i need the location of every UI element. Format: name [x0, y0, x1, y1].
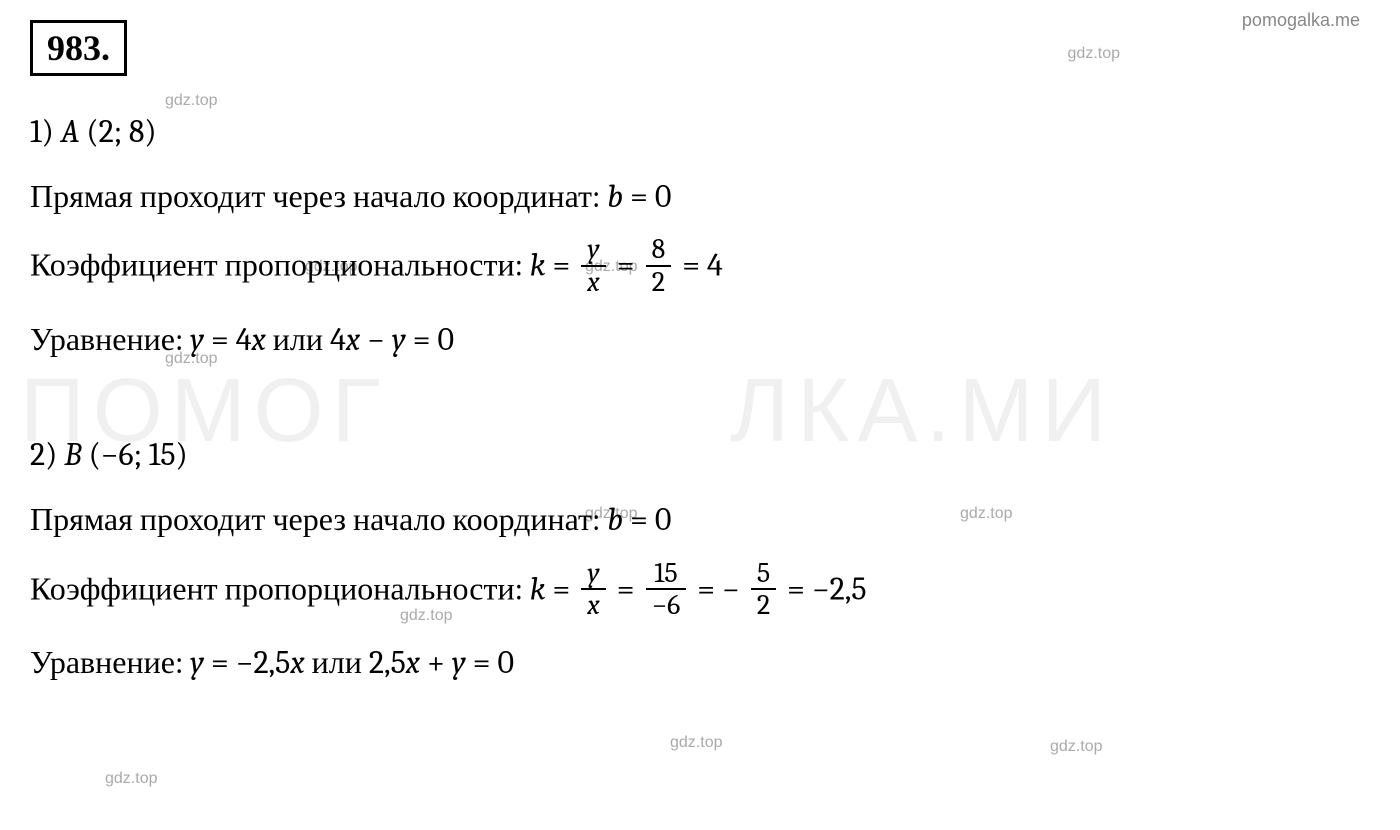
part1-coef: Коэффициент пропорциональности: k = yx =…	[30, 236, 1370, 300]
part1-frac2-den: 2	[646, 267, 672, 298]
part1-eq-or: или	[266, 321, 330, 358]
part1-eq-x: x	[251, 321, 265, 358]
part1-equation: Уравнение: y = 4x или 4x − y = 0	[30, 314, 1370, 365]
part2-coef-var: k	[530, 570, 546, 607]
part2-coef: Коэффициент пропорциональности: k = yx =…	[30, 560, 1370, 624]
part1-eq2-a: 4	[330, 321, 346, 358]
part2-point-label: 2)	[30, 436, 64, 473]
part1-eq2-y: y	[392, 321, 406, 358]
part2-frac3-num: 5	[751, 558, 776, 591]
part1-frac1: yx	[581, 234, 606, 298]
part1-point-label: 1)	[30, 113, 61, 150]
part2-point-coords: (−6; 15)	[82, 436, 188, 473]
part1-origin: Прямая проходит через начало координат: …	[30, 171, 1370, 222]
part1-frac1-num: y	[581, 234, 606, 267]
solution-content: 983. 1) A (2; 8) Прямая проходит через н…	[30, 20, 1370, 688]
part1-origin-rhs: = 0	[623, 178, 671, 215]
part2-point-var: B	[64, 436, 81, 473]
part1-frac1-den: x	[581, 267, 606, 298]
part2-frac2-num: 15	[646, 558, 687, 591]
part2-eq2-x: x	[406, 644, 420, 681]
part2-eq2-b: +	[420, 644, 452, 681]
part1-point: 1) A (2; 8)	[30, 106, 1370, 157]
part1-coef-eq2: =	[610, 247, 642, 284]
part2-frac3-den: 2	[751, 590, 776, 621]
part2-frac1: yx	[581, 558, 606, 622]
part1-eq2-b: −	[360, 321, 392, 358]
part1-eq-rhs: = 4	[204, 321, 252, 358]
part2-point: 2) B (−6; 15)	[30, 429, 1370, 480]
part2-equation: Уравнение: y = −2,5x или 2,5x + y = 0	[30, 637, 1370, 688]
part1-point-coords: (2; 8)	[79, 113, 156, 150]
part1-coef-text: Коэффициент пропорциональности:	[30, 247, 530, 284]
part1-origin-var: b	[607, 178, 623, 215]
part2-eq-rhs: = −2,5	[204, 644, 290, 681]
part1-eq-text: Уравнение:	[30, 321, 190, 358]
part2-eq2-a: 2,5	[369, 644, 406, 681]
part2-coef-text: Коэффициент пропорциональности:	[30, 570, 530, 607]
part2-coef-result: = −2,5	[780, 570, 866, 607]
part2-origin-text: Прямая проходит через начало координат:	[30, 501, 607, 538]
part2-eq2-c: = 0	[466, 644, 514, 681]
part2-eq2-y: y	[452, 644, 466, 681]
part1-coef-result: = 4	[675, 247, 723, 284]
part2-frac1-num: y	[581, 558, 606, 591]
part2-origin: Прямая проходит через начало координат: …	[30, 494, 1370, 545]
part2-frac3: 52	[751, 558, 776, 622]
part2-frac2-den: −6	[646, 590, 687, 621]
part2-eq-y: y	[190, 644, 204, 681]
part2-frac2: 15−6	[646, 558, 687, 622]
part1-eq-y: y	[190, 321, 204, 358]
watermark-gdz-9: gdz.top	[670, 734, 722, 752]
part1-eq2-c: = 0	[406, 321, 454, 358]
part2-eq-or: или	[305, 644, 369, 681]
part2-coef-eq3: = −	[690, 570, 747, 607]
part1-frac2: 82	[646, 234, 672, 298]
part2-coef-eq1: =	[545, 570, 577, 607]
part1-origin-text: Прямая проходит через начало координат:	[30, 178, 607, 215]
watermark-gdz-11: gdz.top	[105, 770, 157, 788]
part1-coef-eq1: =	[545, 247, 577, 284]
part2-origin-rhs: = 0	[623, 501, 671, 538]
part1-frac2-num: 8	[646, 234, 672, 267]
part2-frac1-den: x	[581, 590, 606, 621]
problem-number: 983.	[30, 20, 127, 76]
part2-origin-var: b	[607, 501, 623, 538]
part1-eq2-x: x	[346, 321, 360, 358]
part2-eq-text: Уравнение:	[30, 644, 190, 681]
part1-point-var: A	[61, 113, 80, 150]
part2-eq-x: x	[290, 644, 304, 681]
watermark-gdz-10: gdz.top	[1050, 738, 1102, 756]
part2-coef-eq2: =	[610, 570, 642, 607]
part1-coef-var: k	[530, 247, 546, 284]
